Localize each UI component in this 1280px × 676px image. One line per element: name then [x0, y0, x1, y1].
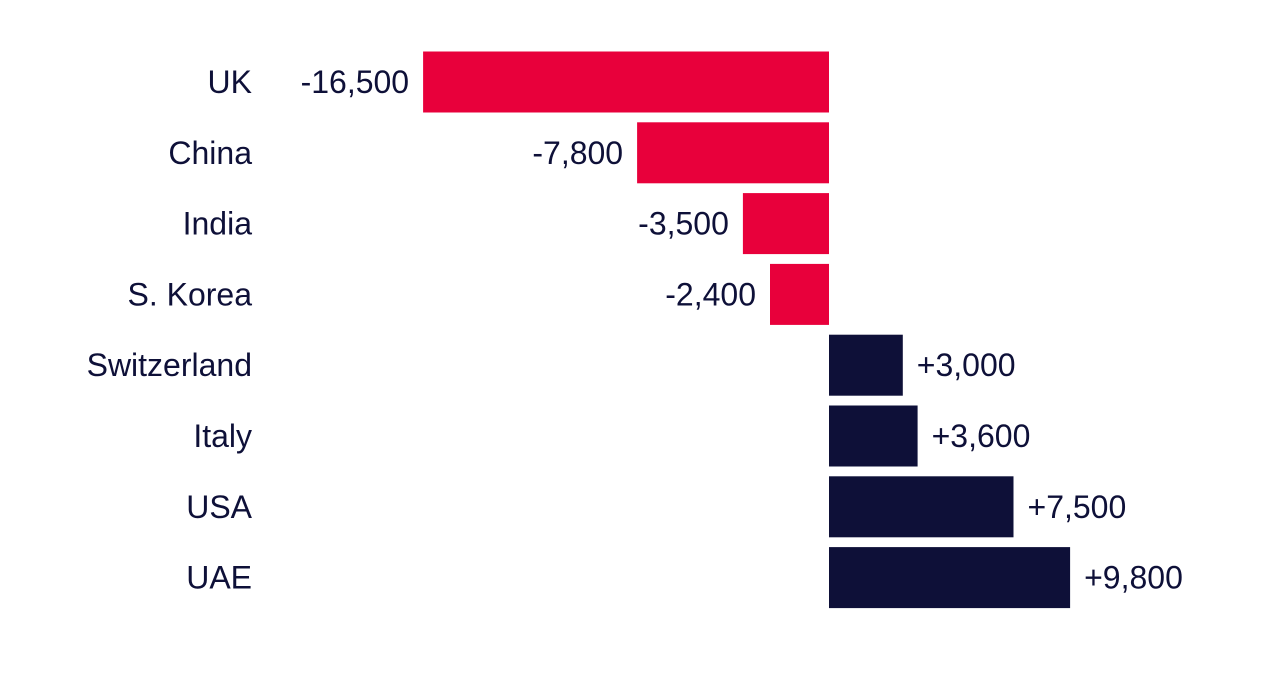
bars-group: [423, 51, 1071, 609]
value-label: +9,800: [1084, 560, 1183, 596]
category-label: USA: [186, 489, 252, 525]
category-labels-group: UK China India S. Korea Switzerland Italy USA U…: [87, 64, 253, 596]
category-label: China: [168, 135, 252, 171]
value-label: +7,500: [1028, 489, 1127, 525]
bar-china: [637, 122, 829, 184]
value-label: -7,800: [532, 135, 623, 171]
category-label: S. Korea: [127, 276, 252, 312]
category-label: UK: [208, 64, 252, 100]
bar-switzerland: [829, 334, 903, 396]
category-label: India: [183, 206, 253, 242]
bar-usa: [829, 476, 1014, 538]
bar-italy: [829, 405, 918, 467]
value-labels-group: -16,500 -7,800 -3,500 -2,400 +3,000 +3,600 +7,…: [301, 64, 1183, 596]
value-label: -16,500: [301, 64, 410, 100]
category-label: Italy: [193, 418, 252, 454]
value-label: -2,400: [665, 276, 756, 312]
category-label: Switzerland: [87, 347, 252, 383]
value-label: +3,000: [917, 347, 1016, 383]
bar-uk: [423, 51, 829, 113]
category-label: UAE: [186, 560, 252, 596]
bar-s-korea: [770, 263, 829, 325]
bar-india: [742, 193, 829, 255]
bar-uae: [829, 547, 1071, 609]
value-label: -3,500: [638, 206, 729, 242]
value-label: +3,600: [932, 418, 1031, 454]
